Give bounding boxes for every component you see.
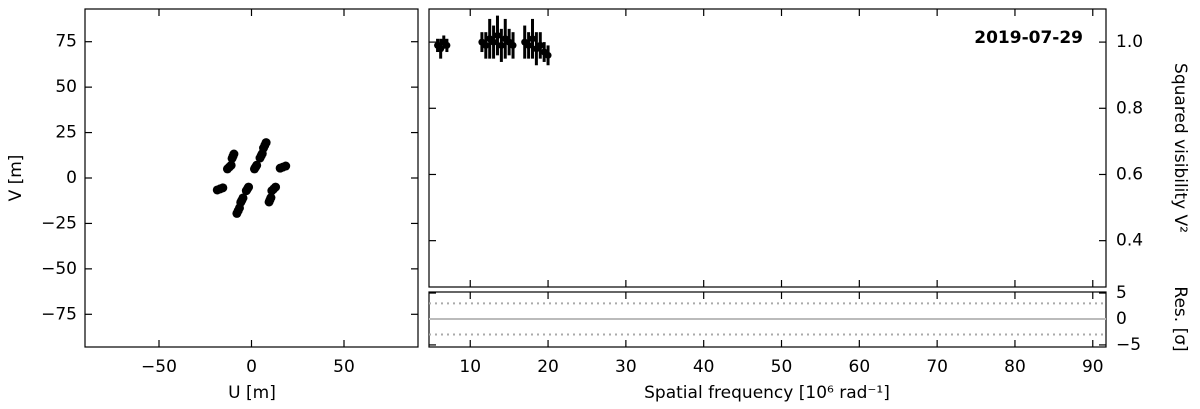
uv-point xyxy=(252,160,262,170)
uv-point xyxy=(264,197,274,207)
y-tick-label: −75 xyxy=(41,304,77,324)
x-tick-label: 0 xyxy=(246,357,257,377)
uv-point xyxy=(261,138,271,148)
x-tick-label: 80 xyxy=(1004,357,1026,377)
uv-frame xyxy=(84,8,419,348)
data-point xyxy=(528,35,536,43)
y-tick-label: 0.6 xyxy=(1116,164,1143,184)
uv-point xyxy=(281,161,291,171)
x-tick-label: 10 xyxy=(459,357,481,377)
uv-point xyxy=(267,186,277,196)
y-tick-label: 25 xyxy=(55,123,77,143)
y-tick-label: −5 xyxy=(1116,335,1141,355)
uv-point xyxy=(232,208,242,218)
uv-point xyxy=(257,149,267,159)
y-tick-label: 0.4 xyxy=(1116,231,1143,251)
x-tick-label: 40 xyxy=(693,357,715,377)
data-point xyxy=(490,38,498,46)
data-point xyxy=(497,41,505,49)
y-tick-label: 50 xyxy=(55,77,77,97)
data-point xyxy=(525,41,533,49)
x-axis-label: Spatial frequency [10⁶ rad⁻¹] xyxy=(644,383,890,403)
x-tick-label: 50 xyxy=(333,357,355,377)
y-axis-label: V [m] xyxy=(6,155,26,202)
x-tick-label: 70 xyxy=(926,357,948,377)
data-point xyxy=(482,41,490,49)
y-tick-label: −25 xyxy=(41,213,77,233)
date-annotation: 2019-07-29 xyxy=(974,28,1083,48)
v2-frame xyxy=(428,8,1107,288)
x-tick-label: 20 xyxy=(537,357,559,377)
data-point xyxy=(493,31,501,39)
x-tick-label: 60 xyxy=(849,357,871,377)
y-tick-label: 75 xyxy=(55,32,77,52)
uv-point xyxy=(212,185,222,195)
uv-point xyxy=(241,186,251,196)
x-tick-label: 90 xyxy=(1082,357,1104,377)
x-tick-label: −50 xyxy=(141,357,177,377)
y-tick-label: 0 xyxy=(1116,309,1127,329)
uv-point xyxy=(229,149,239,159)
y-tick-label: −50 xyxy=(41,259,77,279)
data-point xyxy=(443,41,451,49)
x-axis-label: U [m] xyxy=(228,383,276,403)
uv-point xyxy=(236,197,246,207)
y-tick-label: 5 xyxy=(1116,283,1127,303)
data-point xyxy=(536,41,544,49)
data-point xyxy=(544,51,552,59)
y-tick-label: 0 xyxy=(66,168,77,188)
uv-point xyxy=(226,160,236,170)
y-axis-label: Squared visibility V² xyxy=(1170,63,1190,233)
x-tick-label: 30 xyxy=(615,357,637,377)
y-axis-label: Res. [σ] xyxy=(1170,286,1190,351)
y-tick-label: 1.0 xyxy=(1116,32,1143,52)
x-tick-label: 50 xyxy=(771,357,793,377)
data-point xyxy=(509,41,517,49)
y-tick-label: 0.8 xyxy=(1116,98,1143,118)
